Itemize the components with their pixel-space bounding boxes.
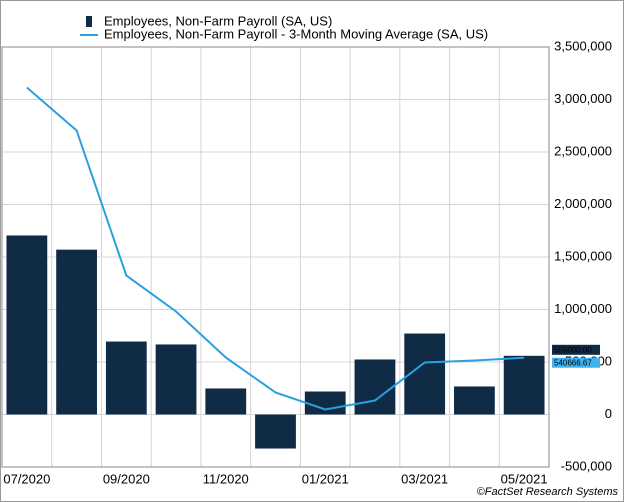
value-label-box bbox=[552, 357, 600, 368]
value-label: 540666.67 bbox=[554, 358, 592, 367]
y-tick-label: 2,500,000 bbox=[554, 143, 612, 158]
bar bbox=[155, 344, 197, 415]
y-tick-label: 1,000,000 bbox=[554, 301, 612, 316]
y-tick-label: 1,500,000 bbox=[554, 248, 612, 263]
bar bbox=[354, 359, 396, 415]
line bbox=[26, 86, 525, 411]
x-tick-label: 01/2021 bbox=[302, 471, 349, 486]
x-tick-label: 03/2021 bbox=[401, 471, 448, 486]
bar bbox=[304, 391, 346, 415]
x-tick-label: 09/2020 bbox=[103, 471, 150, 486]
bar bbox=[454, 386, 495, 415]
y-tick-label: 3,000,000 bbox=[554, 91, 612, 106]
legend-swatch-bar bbox=[86, 16, 92, 27]
legend-label: Employees, Non-Farm Payroll - 3-Month Mo… bbox=[104, 26, 488, 41]
value-label-box bbox=[552, 344, 600, 355]
bar bbox=[205, 388, 247, 415]
source-note: ©FactSet Research Systems bbox=[477, 486, 619, 498]
bar bbox=[105, 341, 147, 415]
plot-border bbox=[1, 46, 550, 468]
x-tick-label: 07/2020 bbox=[3, 471, 50, 486]
y-tick-label: 3,500,000 bbox=[554, 38, 612, 53]
x-tick-label: 11/2020 bbox=[203, 471, 249, 486]
bar bbox=[255, 414, 296, 449]
y-tick-label: 0 bbox=[605, 406, 612, 421]
bar bbox=[6, 235, 48, 415]
legend-label: Employees, Non-Farm Payroll (SA, US) bbox=[104, 13, 332, 28]
y-tick-label: 2,000,000 bbox=[554, 196, 612, 211]
bar bbox=[56, 249, 97, 415]
value-label: 559000.00 bbox=[554, 345, 592, 354]
y-tick-label: -500,000 bbox=[561, 458, 612, 473]
bar bbox=[503, 355, 545, 415]
x-tick-label: 05/2021 bbox=[501, 471, 548, 486]
